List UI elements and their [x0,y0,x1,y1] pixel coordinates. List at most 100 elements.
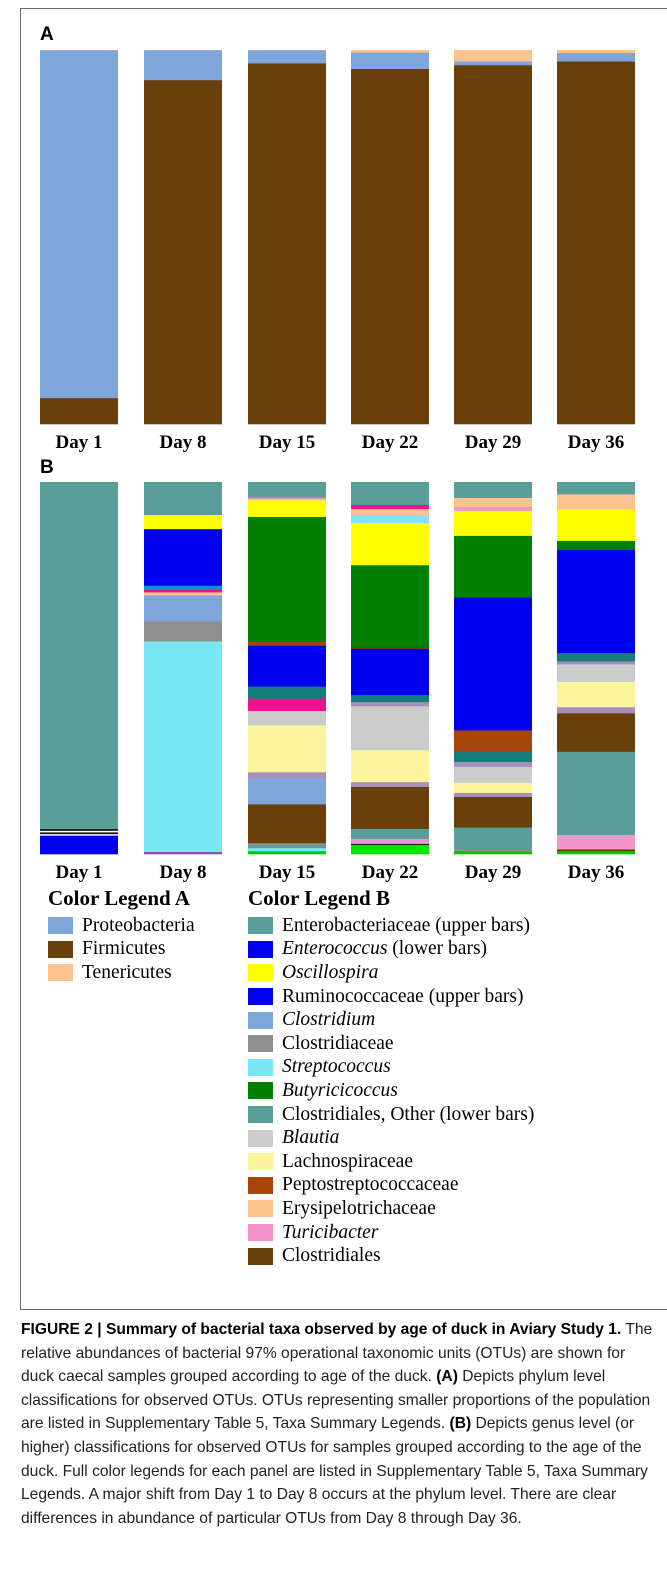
chart-b-bar-4-segment-2 [454,827,532,850]
chart-b-bar-3-segment-9 [351,694,429,703]
legend-b-swatch [248,988,273,1006]
chart-b-bar-4-segment-15 [454,482,532,498]
legend-b-swatch [248,1035,273,1053]
chart-b-bar-2-segment-12 [248,641,326,646]
chart-b-bar-2-segment-16 [248,496,326,499]
chart-b-bar-4-segment-8 [454,750,532,763]
chart-b-bar-1-segment-1 [144,641,222,853]
chart-b-bar-1-segment-5 [144,589,222,593]
chart-b-bar-5-segment-13 [557,494,635,510]
chart-a-bar-5-segment-0 [557,61,635,425]
legend-b-swatch [248,1247,273,1265]
legend-b-label: Enterococcus [282,938,388,960]
chart-b-bar-2-segment-15 [248,498,326,501]
chart-b-bar-3-segment-6 [351,749,429,783]
chart-a-bar-0-segment-0 [40,397,118,425]
legend-a-item: Tenericutes [48,961,195,985]
chart-b-bar-2-segment-6 [248,772,326,779]
chart-b-bar-4-segment-10 [454,597,532,731]
legend-b-item: Enterococcus (lower bars) [248,938,534,962]
chart-b-tick-label-3: Day 22 [362,862,418,883]
chart-b-bar-2-segment-7 [248,725,326,773]
chart-b-bar-4-segment-9 [454,730,532,752]
legend-b-label: Clostridium [282,1009,376,1031]
chart-b-bar-3-segment-4 [351,786,429,830]
legend-b-label: Ruminococcaceae [282,985,424,1007]
chart-b-bar-4-segment-0 [454,851,532,855]
legend-a-item: Firmicutes [48,938,195,962]
legend-a-item: Proteobacteria [48,914,195,938]
chart-b-bar-0-segment-4 [40,828,118,831]
chart-b-bar-2-segment-2 [248,844,326,849]
chart-b-bar-5-segment-6 [557,681,635,708]
chart-b-bar-4-segment-6 [454,766,532,783]
stacked-bar-charts: Day 1 Day 8 Day 15 Day 22 Day 29 Day 36 Day 1… [40,50,635,883]
legend-b-swatch [248,1176,273,1194]
chart-b-bar-4-segment-1 [454,849,532,852]
legend-b-label: Clostridiaceae [282,1032,394,1054]
legend-a-swatch [48,940,73,958]
legend-b-label: Clostridiales, Other [282,1103,435,1125]
legend-a-swatch [48,964,73,982]
chart-a-bar-5-segment-1 [557,52,635,62]
chart-b-tick-label-2: Day 15 [259,862,315,883]
chart-a-bar-2-segment-1 [248,50,326,64]
legend-b-item: Clostridiaceae [248,1032,534,1056]
chart-b-bar-3-segment-10 [351,648,429,696]
caption-b-ref: (B) [449,1415,472,1433]
chart-a-phylum: Day 1 Day 8 Day 15 Day 22 Day 29 Day 36 [40,50,635,453]
legend-b-label-note: (lower bars) [434,1103,535,1125]
chart-b-bar-5-segment-9 [557,652,635,662]
chart-a-bar-3-segment-0 [351,68,429,425]
chart-b-bar-5-segment-0 [557,850,635,855]
chart-b-bar-5-segment-11 [557,540,635,550]
chart-a-bar-4-segment-2 [454,50,532,62]
chart-b-bar-2-segment-9 [248,698,326,711]
chart-b-bar-5-segment-8 [557,661,635,665]
chart-b-bar-1-segment-6 [144,585,222,590]
legend-a: Proteobacteria Firmicutes Tenericutes [48,914,195,985]
chart-b-tick-label-1: Day 8 [160,862,207,883]
legend-b-swatch [248,1082,273,1100]
chart-b-bar-2-segment-5 [248,778,326,805]
chart-b-bar-3-segment-5 [351,781,429,787]
chart-b-bar-1-segment-2 [144,621,222,642]
legend-b-swatch [248,1011,273,1029]
chart-a-bar-2-segment-0 [248,63,326,425]
chart-b-bar-2-segment-0 [248,850,326,855]
chart-b-bar-2-segment-10 [248,686,326,699]
legend-b-swatch [248,940,273,958]
chart-b-bar-2-segment-11 [248,645,326,687]
chart-a-tick-label-1: Day 8 [160,432,207,453]
chart-a-bar-3-segment-2 [351,50,429,53]
chart-b-bar-3-segment-1 [351,843,429,845]
legend-a-label: Proteobacteria [82,914,195,936]
legend-b: Enterobacteriaceae (upper bars) Enterococ… [248,914,534,1268]
chart-a-tick-label-3: Day 22 [362,432,418,453]
chart-b-bar-3-segment-3 [351,828,429,840]
chart-b-bar-3-segment-12 [351,564,429,648]
chart-b-bar-1-segment-3 [144,595,222,622]
chart-b-bar-1-segment-9 [144,482,222,516]
chart-b-bar-5-segment-10 [557,549,635,654]
chart-b-bar-5-segment-14 [557,482,635,495]
legend-b-label: Butyricicoccus [282,1079,398,1101]
chart-b-genus: Day 1 Day 8 Day 15 Day 22 Day 29 Day 36 [40,482,635,883]
legend-b-item: Clostridiales [248,1244,534,1268]
chart-b-bar-1-segment-4 [144,592,222,596]
chart-b-bar-0-segment-1 [40,833,118,836]
panel-b-label: B [40,457,54,478]
figure-frame [20,8,667,1310]
caption-lead: FIGURE 2 | Summary of bacterial taxa obs… [21,1321,622,1338]
chart-b-bar-4-segment-14 [454,497,532,507]
chart-b-bar-5-segment-4 [557,712,635,752]
legend-b-label: Enterobacteriaceae [282,914,431,936]
legend-b-swatch [248,917,273,935]
legend-b-swatch [248,1224,273,1242]
legend-b-label: Blautia [282,1127,340,1149]
legend-b-label-note: (lower bars) [387,938,488,960]
legend-b-item: Lachnospiraceae [248,1150,534,1174]
chart-b-bar-5-segment-2 [557,834,635,850]
legend-b-item: Blautia [248,1126,534,1150]
